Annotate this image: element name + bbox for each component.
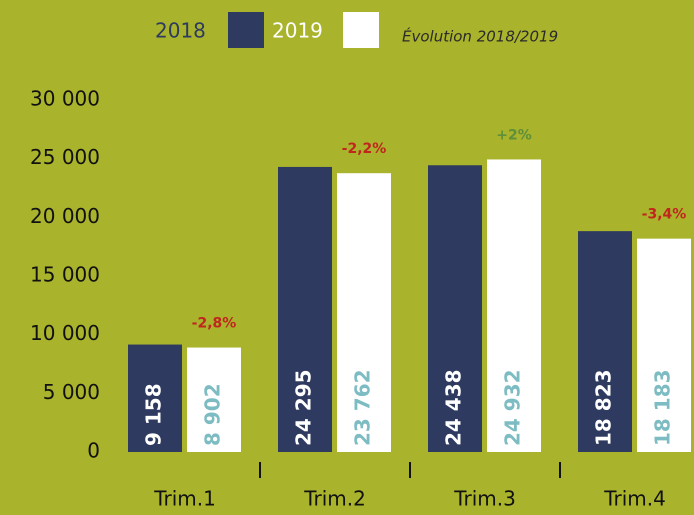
y-tick-label: 10 000 bbox=[30, 321, 100, 345]
legend-label: 2018 bbox=[155, 19, 206, 43]
x-tick-label: Trim.4 bbox=[603, 487, 666, 511]
evolution-legend: Évolution 2018/2019 bbox=[402, 27, 558, 46]
y-tick-label: 0 bbox=[87, 439, 100, 463]
bar bbox=[278, 166, 332, 452]
value-label: 24 932 bbox=[501, 369, 525, 446]
legend-swatch bbox=[343, 12, 379, 48]
y-tick-label: 20 000 bbox=[30, 204, 100, 228]
value-label: 24 295 bbox=[292, 369, 316, 446]
y-tick-label: 30 000 bbox=[30, 87, 100, 111]
y-tick-label: 25 000 bbox=[30, 145, 100, 169]
bar bbox=[337, 173, 391, 452]
y-tick-label: 15 000 bbox=[30, 263, 100, 287]
bar bbox=[637, 238, 691, 452]
value-label: 9 158 bbox=[142, 383, 166, 446]
bar bbox=[128, 344, 182, 452]
value-label: 18 823 bbox=[592, 369, 616, 446]
x-tick-label: Trim.1 bbox=[153, 487, 216, 511]
value-label: 18 183 bbox=[651, 369, 675, 446]
value-label: 24 438 bbox=[442, 369, 466, 446]
legend-swatch bbox=[228, 12, 264, 48]
x-tick-label: Trim.2 bbox=[303, 487, 366, 511]
evolution-label: -2,8% bbox=[192, 316, 237, 332]
value-label: 23 762 bbox=[351, 369, 375, 446]
legend-label: 2019 bbox=[272, 19, 323, 43]
x-tick-label: Trim.3 bbox=[453, 487, 516, 511]
y-tick-label: 5 000 bbox=[43, 380, 100, 404]
value-label: 8 902 bbox=[201, 383, 225, 446]
bar bbox=[428, 165, 482, 452]
bar bbox=[487, 159, 541, 452]
bar bbox=[578, 231, 632, 452]
evolution-label: -2,2% bbox=[342, 141, 387, 157]
bar bbox=[187, 347, 241, 452]
evolution-label: +2% bbox=[496, 127, 532, 143]
evolution-label: -3,4% bbox=[642, 207, 687, 223]
